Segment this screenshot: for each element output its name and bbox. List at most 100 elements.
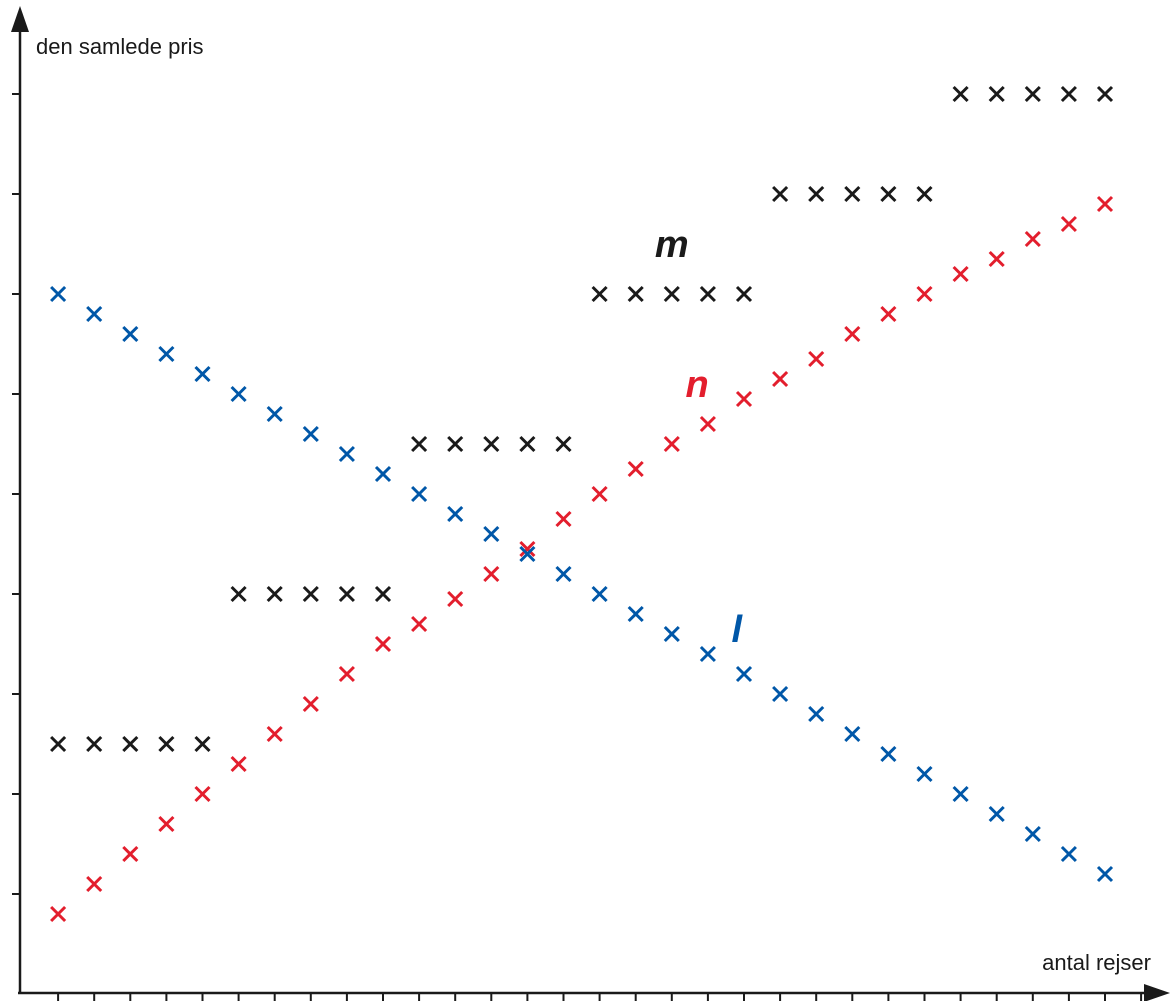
data-point-m (699, 285, 716, 303)
data-point-n (1060, 215, 1077, 233)
data-point-m (1024, 85, 1041, 103)
data-point-l (808, 705, 825, 723)
data-point-m (735, 285, 753, 303)
data-point-n (1096, 195, 1114, 213)
data-point-l (735, 665, 753, 683)
data-point-m (447, 435, 464, 453)
data-point-m (519, 435, 536, 453)
data-point-n (266, 725, 283, 743)
series-n (50, 195, 1114, 923)
x-axis-ticks (57, 993, 1143, 1001)
data-point-m (555, 435, 572, 453)
data-point-m (122, 735, 139, 753)
data-point-m (338, 585, 355, 603)
data-point-m (880, 185, 897, 203)
data-point-m (86, 735, 103, 753)
data-point-m (952, 85, 969, 103)
data-point-n (411, 615, 428, 633)
data-point-l (519, 545, 536, 563)
series-labels: m n l (655, 224, 744, 651)
data-point-l (555, 565, 572, 583)
data-point-l (844, 725, 861, 743)
data-point-l (880, 745, 897, 763)
data-point-m (663, 285, 680, 303)
data-point-m (194, 735, 211, 753)
data-point-n (194, 785, 211, 803)
x-axis (18, 984, 1170, 1001)
data-point-l (158, 345, 175, 363)
data-point-m (988, 85, 1005, 103)
data-point-m (916, 185, 933, 203)
data-point-m (1060, 85, 1077, 103)
data-point-n (1024, 230, 1041, 248)
data-point-l (1024, 825, 1041, 843)
data-point-l (230, 385, 247, 403)
x-axis-label: antal rejser (1042, 950, 1151, 975)
y-axis (11, 6, 29, 994)
data-point-n (86, 875, 103, 893)
data-point-m (230, 585, 247, 603)
data-point-m (411, 435, 428, 453)
data-point-n (374, 635, 392, 653)
data-point-m (1096, 85, 1114, 103)
data-point-l (663, 625, 680, 643)
data-point-l (952, 785, 969, 803)
data-point-l (483, 525, 500, 543)
data-point-n (519, 540, 536, 558)
series-label-m: m (655, 224, 689, 266)
data-point-l (627, 605, 644, 623)
data-point-n (50, 905, 67, 923)
data-point-l (916, 765, 933, 783)
data-point-m (483, 435, 500, 453)
data-point-n (988, 250, 1005, 268)
data-point-m (50, 735, 67, 753)
data-point-m (808, 185, 825, 203)
data-point-m (844, 185, 861, 203)
data-point-n (808, 350, 825, 368)
data-point-n (916, 285, 933, 303)
data-point-n (591, 485, 608, 503)
data-point-l (699, 645, 716, 663)
series-label-n: n (685, 364, 708, 406)
data-point-n (230, 755, 247, 773)
series-layer (50, 85, 1114, 923)
data-point-m (627, 285, 644, 303)
series-label-l: l (731, 609, 743, 651)
data-point-l (338, 445, 355, 463)
data-point-n (302, 695, 319, 713)
y-axis-ticks (12, 93, 20, 895)
data-point-l (266, 405, 283, 423)
data-point-l (772, 685, 789, 703)
data-point-n (483, 565, 500, 583)
data-point-n (735, 390, 753, 408)
data-point-l (591, 585, 608, 603)
data-point-n (338, 665, 355, 683)
data-point-m (158, 735, 175, 753)
data-point-n (699, 415, 716, 433)
y-axis-label: den samlede pris (36, 34, 204, 59)
data-point-l (1096, 865, 1114, 883)
y-axis-arrow-icon (11, 6, 29, 32)
data-point-l (302, 425, 319, 443)
data-point-l (50, 285, 67, 303)
data-point-m (266, 585, 283, 603)
data-point-l (988, 805, 1005, 823)
data-point-n (627, 460, 644, 478)
data-point-l (374, 465, 392, 483)
data-point-n (555, 510, 572, 528)
series-l (50, 285, 1114, 883)
data-point-l (86, 305, 103, 323)
data-point-l (1060, 845, 1077, 863)
data-point-l (122, 325, 139, 343)
data-point-m (772, 185, 789, 203)
data-point-l (411, 485, 428, 503)
series-m (50, 85, 1114, 753)
data-point-n (158, 815, 175, 833)
data-point-n (122, 845, 139, 863)
data-point-m (302, 585, 319, 603)
data-point-m (374, 585, 392, 603)
data-point-n (447, 590, 464, 608)
data-point-l (447, 505, 464, 523)
data-point-n (952, 265, 969, 283)
